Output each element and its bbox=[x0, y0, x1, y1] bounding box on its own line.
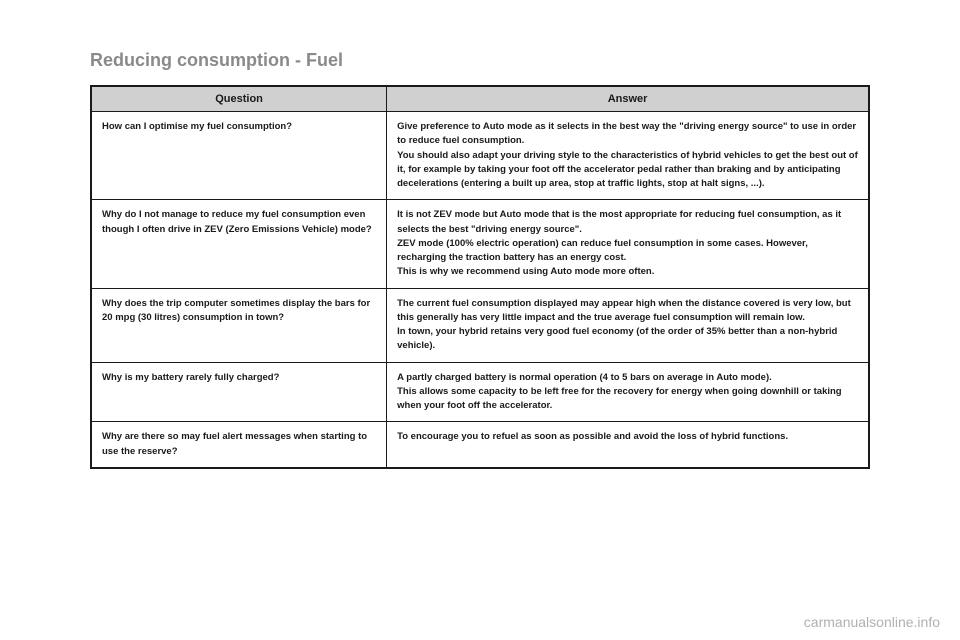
table-row: How can I optimise my fuel consumption? … bbox=[91, 112, 869, 200]
table-row: Why is my battery rarely fully charged? … bbox=[91, 362, 869, 422]
answer-cell: The current fuel consumption displayed m… bbox=[387, 288, 869, 362]
table-row: Why does the trip computer sometimes dis… bbox=[91, 288, 869, 362]
question-cell: Why do I not manage to reduce my fuel co… bbox=[91, 200, 387, 288]
footer-watermark: carmanualsonline.info bbox=[804, 614, 940, 630]
answer-cell: It is not ZEV mode but Auto mode that is… bbox=[387, 200, 869, 288]
question-cell: Why does the trip computer sometimes dis… bbox=[91, 288, 387, 362]
question-cell: Why is my battery rarely fully charged? bbox=[91, 362, 387, 422]
table-row: Why do I not manage to reduce my fuel co… bbox=[91, 200, 869, 288]
question-cell: Why are there so may fuel alert messages… bbox=[91, 422, 387, 468]
answer-cell: A partly charged battery is normal opera… bbox=[387, 362, 869, 422]
header-answer: Answer bbox=[387, 86, 869, 112]
question-cell: How can I optimise my fuel consumption? bbox=[91, 112, 387, 200]
answer-cell: Give preference to Auto mode as it selec… bbox=[387, 112, 869, 200]
header-question: Question bbox=[91, 86, 387, 112]
table-row: Why are there so may fuel alert messages… bbox=[91, 422, 869, 468]
faq-table: Question Answer How can I optimise my fu… bbox=[90, 85, 870, 469]
answer-cell: To encourage you to refuel as soon as po… bbox=[387, 422, 869, 468]
page-title: Reducing consumption - Fuel bbox=[90, 50, 870, 71]
